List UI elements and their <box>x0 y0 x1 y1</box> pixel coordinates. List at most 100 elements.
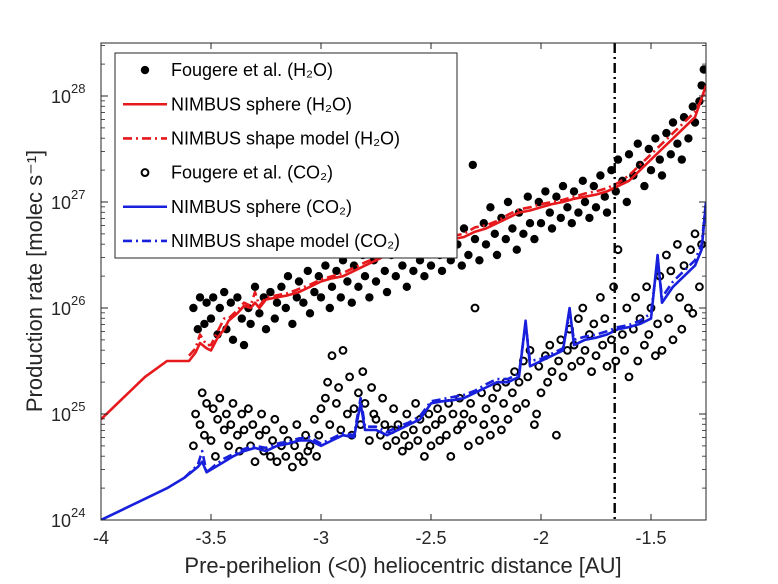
data-point-open <box>666 266 676 276</box>
data-point-filled <box>292 293 301 302</box>
data-point-filled <box>624 150 634 159</box>
data-point-open <box>281 452 291 461</box>
data-point-filled <box>420 272 429 281</box>
data-point-filled <box>250 282 260 291</box>
legend-label: NIMBUS shape model (CO₂) <box>171 231 400 251</box>
y-tick-label: 10 <box>51 511 71 531</box>
data-point-open <box>255 430 264 440</box>
data-point-filled <box>189 303 198 313</box>
data-point-filled <box>580 197 590 207</box>
data-point-filled <box>409 266 418 276</box>
data-point-filled <box>673 139 682 148</box>
data-point-open <box>688 308 698 318</box>
data-point-filled <box>468 160 477 170</box>
legend-marker-filled <box>140 65 150 75</box>
data-point-filled <box>398 261 407 270</box>
data-point-filled <box>644 144 653 154</box>
x-tick-label: -3.5 <box>195 528 226 548</box>
legend-box <box>114 52 458 259</box>
data-point-filled <box>233 293 242 302</box>
data-point-open <box>479 420 489 430</box>
data-point-filled <box>281 303 290 313</box>
data-point-filled <box>668 118 678 127</box>
data-point-filled <box>371 277 381 286</box>
data-point-filled <box>600 192 609 201</box>
x-axis-label: Pre-perihelion (<0) heliocentric distanc… <box>184 553 621 578</box>
data-point-open <box>237 409 247 419</box>
legend-label: NIMBUS sphere (CO₂) <box>171 197 352 217</box>
data-point-filled <box>574 208 583 217</box>
data-point-open <box>459 409 469 419</box>
data-point-open <box>497 425 506 435</box>
data-point-open <box>580 346 590 355</box>
data-point-filled <box>332 266 341 276</box>
legend-marker-open <box>140 168 150 177</box>
data-point-filled <box>563 203 572 212</box>
data-point-open <box>393 420 403 430</box>
y-tick-label: 10 <box>51 87 71 107</box>
data-point-filled <box>651 134 660 143</box>
data-point-open <box>422 425 432 435</box>
data-point-open <box>589 319 599 329</box>
data-point-open <box>448 409 458 419</box>
data-point-filled <box>640 181 649 191</box>
data-point-filled <box>556 213 565 223</box>
legend-label: Fougere et al. (CO₂) <box>171 163 333 183</box>
data-point-open <box>294 452 304 461</box>
data-point-filled <box>657 171 667 180</box>
data-point-open <box>197 388 207 398</box>
plot-frame <box>100 42 707 521</box>
data-point-open <box>578 303 588 313</box>
data-point-open <box>651 351 660 361</box>
data-point-filled <box>391 272 400 281</box>
data-point-open <box>327 351 337 361</box>
data-point-open <box>226 420 236 430</box>
data-point-open <box>195 420 205 430</box>
data-point-filled <box>486 203 495 212</box>
data-point-filled <box>316 293 326 302</box>
y-tick-label: 10 <box>51 405 71 425</box>
data-point-filled <box>437 266 447 276</box>
legend-label: Fougere et al. (H₂O) <box>171 60 333 80</box>
data-point-filled <box>492 250 502 260</box>
data-point-open <box>686 245 695 255</box>
data-point-filled <box>202 298 211 307</box>
data-point-filled <box>347 298 356 307</box>
data-point-filled <box>294 277 304 286</box>
data-point-filled <box>545 208 554 217</box>
data-point-open <box>618 330 627 339</box>
data-point-open <box>468 414 478 424</box>
data-point-filled <box>457 261 466 270</box>
data-point-open <box>684 303 693 313</box>
data-point-filled <box>470 234 480 244</box>
data-point-open <box>321 393 330 403</box>
data-point-open <box>420 452 429 461</box>
data-point-filled <box>569 187 579 196</box>
data-point-open <box>270 414 280 424</box>
data-point-open <box>219 425 229 435</box>
y-axis-label: Production rate [molec s⁻¹] <box>22 150 47 412</box>
y-tick-exponent: 25 <box>71 399 85 414</box>
data-point-open <box>514 377 524 387</box>
data-point-open <box>206 436 216 445</box>
data-point-open <box>239 425 249 435</box>
data-point-filled <box>206 314 216 323</box>
data-point-open <box>488 393 498 403</box>
data-point-filled <box>209 293 218 302</box>
data-point-open <box>365 436 374 445</box>
data-point-open <box>695 282 704 292</box>
data-point-filled <box>602 208 612 217</box>
data-point-open <box>547 367 557 377</box>
data-point-filled <box>195 293 205 302</box>
data-point-open <box>457 420 467 430</box>
data-point-filled <box>239 340 249 350</box>
x-tick-label: -2.5 <box>415 528 446 548</box>
data-point-open <box>664 314 673 324</box>
data-point-open <box>543 377 552 387</box>
data-point-filled <box>402 282 411 291</box>
data-point-filled <box>226 298 235 307</box>
data-point-filled <box>200 319 209 329</box>
data-point-open <box>490 414 500 424</box>
legend: Fougere et al. (H₂O) NIMBUS sphere (H₂O) N… <box>114 52 458 259</box>
data-point-open <box>657 346 667 355</box>
